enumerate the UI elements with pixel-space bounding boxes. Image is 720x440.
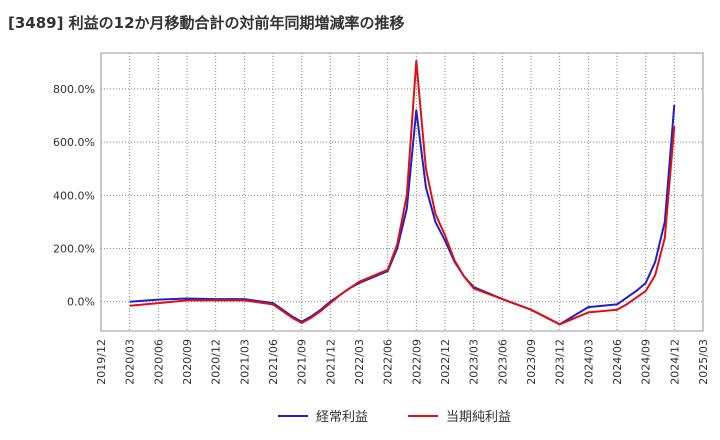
x-tick-label: 2021/09 [296,339,309,385]
x-tick-label: 2023/03 [468,339,481,385]
y-gridlines [101,88,703,303]
x-tick-label: 2020/12 [210,339,223,385]
x-tick-label: 2020/06 [152,339,165,385]
series-line-0 [129,104,676,326]
x-tick-label: 2019/12 [95,339,108,385]
legend-label-keijo: 経常利益 [316,410,368,425]
x-tick-label: 2023/09 [525,339,538,385]
y-axis-ticks: 0.0% 200.0% 400.0% 600.0% 800.0% [53,83,95,309]
x-gridlines [100,53,704,331]
x-tick-label: 2021/12 [324,339,337,385]
y-tick-label: 800.0% [53,83,95,96]
x-tick-label: 2024/06 [611,339,624,385]
x-tick-label: 2023/06 [496,339,509,385]
y-tick-label: 0.0% [67,296,95,309]
x-tick-label: 2022/09 [410,339,423,385]
x-tick-label: 2020/03 [124,339,137,385]
x-axis-ticks: 2019/12 2020/03 2020/06 2020/09 2020/12 2021/… [95,339,710,385]
x-tick-label: 2022/12 [439,339,452,385]
x-tick-label: 2024/03 [582,339,595,385]
chart-title: [3489] 利益の12か月移動合計の対前年同期増減率の推移 [8,14,405,32]
legend-label-junri: 当期純利益 [446,410,511,425]
plot-area [100,52,704,332]
x-tick-label: 2024/09 [640,339,653,385]
y-tick-label: 600.0% [53,136,95,149]
series-lines [129,60,676,326]
series-line-1 [129,60,676,326]
y-tick-label: 200.0% [53,243,95,256]
x-tick-label: 2022/06 [382,339,395,385]
x-tick-label: 2021/06 [267,339,280,385]
x-tick-label: 2025/03 [697,339,710,385]
x-tick-label: 2023/12 [554,339,567,385]
legend: 経常利益 当期純利益 [278,410,511,425]
y-tick-label: 400.0% [53,189,95,202]
x-tick-label: 2021/03 [238,339,251,385]
x-tick-label: 2020/09 [181,339,194,385]
x-tick-label: 2024/12 [668,339,681,385]
x-tick-label: 2022/03 [353,339,366,385]
